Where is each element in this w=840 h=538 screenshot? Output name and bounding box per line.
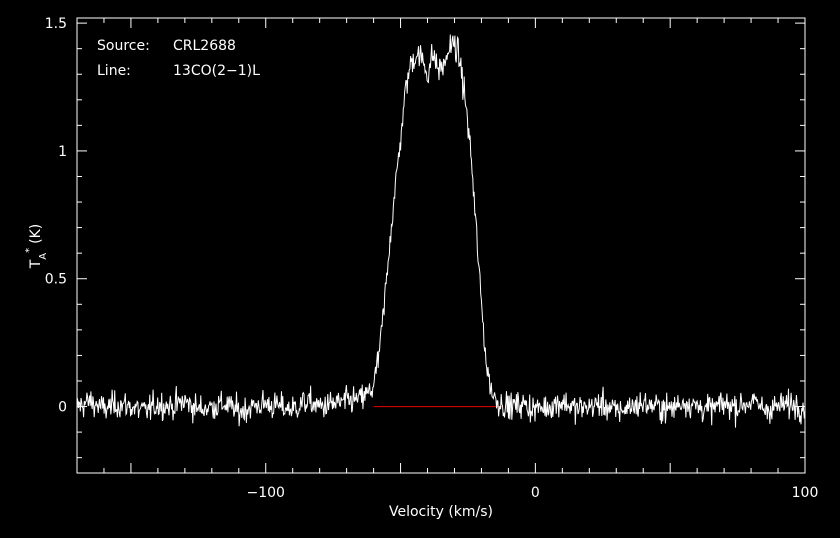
source-label: Source: [97, 38, 150, 54]
axis-tick-labels: −100 0 100 0 0.5 1 1.5 [45, 16, 819, 501]
y-tick-label: 1 [58, 144, 67, 160]
y-axis-title-main: T [28, 259, 44, 269]
x-axis-title: Velocity (km/s) [389, 504, 493, 520]
source-value: CRL2688 [173, 38, 236, 54]
axis-ticks [76, 18, 806, 473]
x-tick-label: 100 [792, 485, 819, 501]
svg-text:TA*(K): TA* (K) [24, 224, 49, 270]
y-tick-label: 0 [58, 400, 67, 416]
series-line-spectrum [76, 34, 806, 428]
y-axis-title: TA* (K) [24, 224, 49, 270]
y-axis-title-superscript: * [24, 248, 35, 253]
x-tick-label: 0 [531, 485, 540, 501]
x-tick-label: −100 [247, 485, 285, 501]
plot-frame [76, 17, 806, 474]
line-value: 13CO(2−1)L [173, 63, 260, 79]
y-axis-title-unit: (K) [28, 224, 44, 244]
y-axis-title-subscript: A [38, 253, 49, 260]
line-label: Line: [97, 63, 131, 79]
y-tick-label: 1.5 [45, 16, 67, 32]
y-tick-label: 0.5 [45, 272, 67, 288]
